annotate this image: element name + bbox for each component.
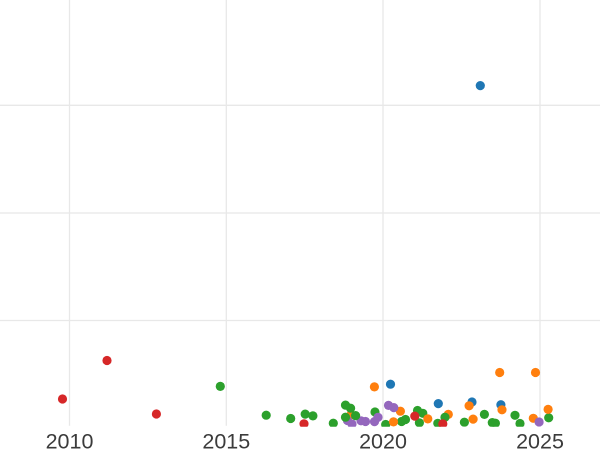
- svg-text:2020: 2020: [359, 429, 407, 450]
- svg-text:2025: 2025: [516, 429, 564, 450]
- svg-text:2015: 2015: [202, 429, 250, 450]
- svg-text:2010: 2010: [46, 429, 94, 450]
